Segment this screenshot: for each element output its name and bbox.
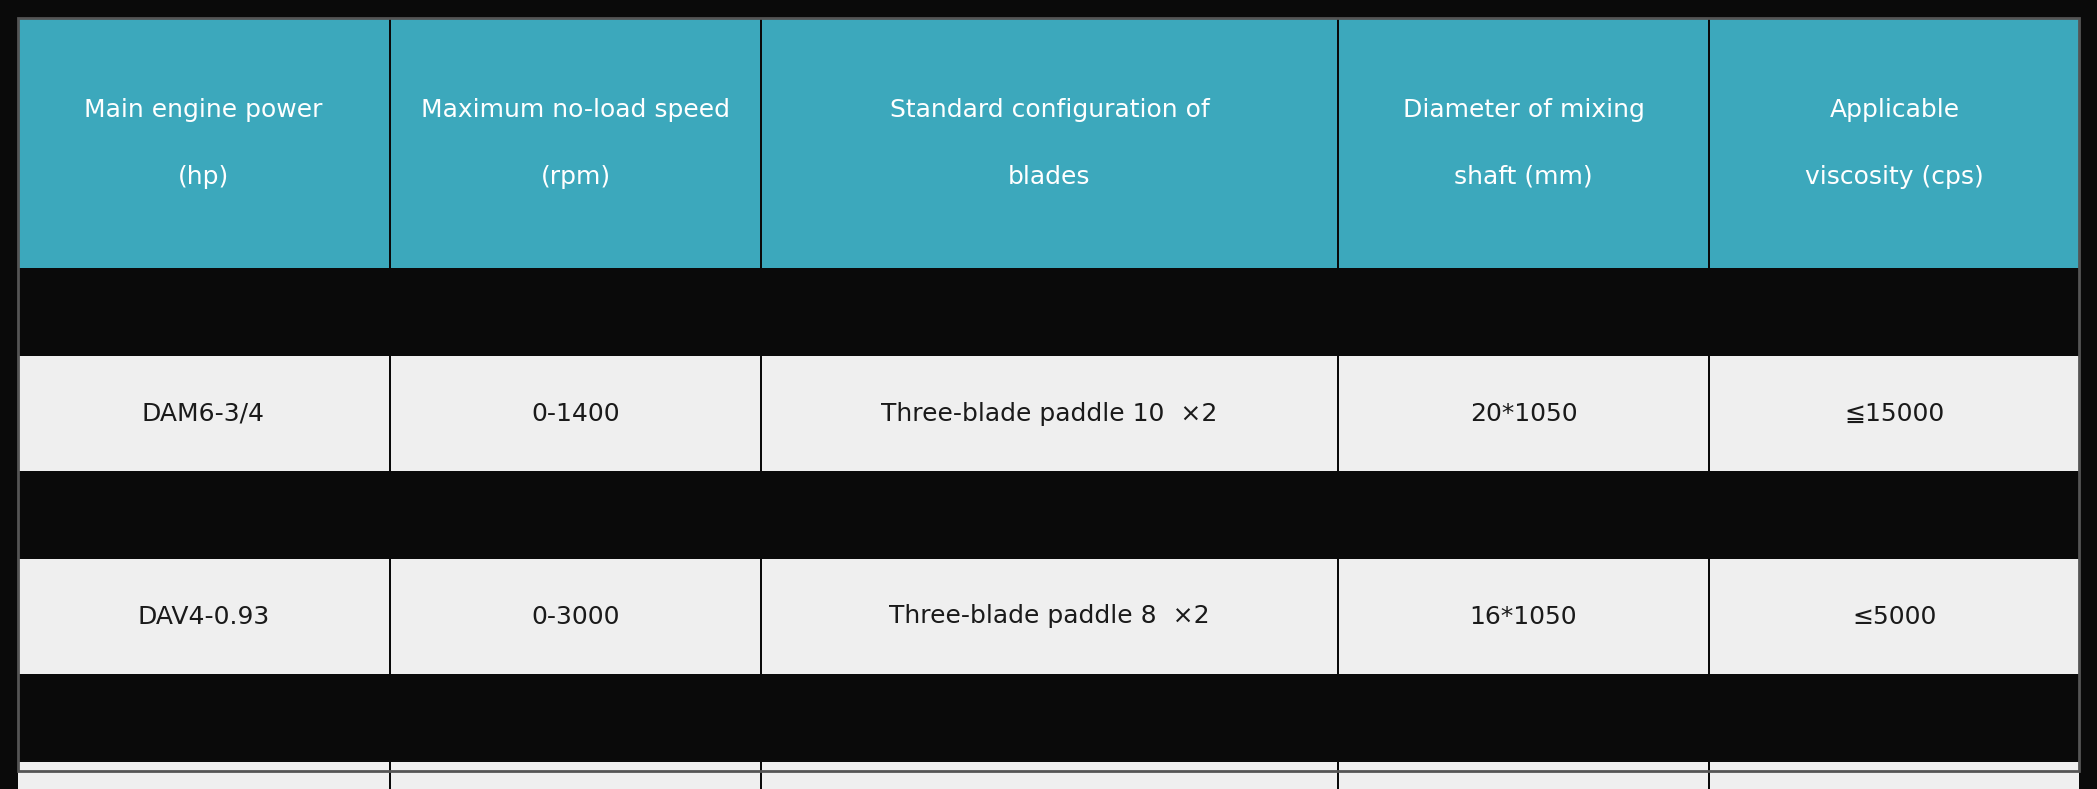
- Bar: [19, 559, 388, 674]
- Bar: [19, 471, 2078, 559]
- Text: Maximum no-load speed

(rpm): Maximum no-load speed (rpm): [421, 98, 730, 189]
- Bar: [19, 762, 388, 789]
- Bar: [19, 674, 2078, 762]
- Bar: [1340, 18, 1709, 268]
- Bar: [19, 18, 388, 268]
- Bar: [1340, 356, 1709, 471]
- Bar: [1709, 762, 2078, 789]
- Text: Main engine power

(hp): Main engine power (hp): [84, 98, 323, 189]
- Text: Applicable

viscosity (cps): Applicable viscosity (cps): [1806, 98, 1984, 189]
- Text: 20*1050: 20*1050: [1470, 402, 1577, 425]
- Bar: [1340, 762, 1709, 789]
- Text: ≤5000: ≤5000: [1852, 604, 1938, 629]
- Text: Standard configuration of

blades: Standard configuration of blades: [889, 98, 1210, 189]
- Text: 0-3000: 0-3000: [531, 604, 621, 629]
- Bar: [19, 356, 388, 471]
- Bar: [761, 18, 1338, 268]
- Text: 16*1050: 16*1050: [1470, 604, 1577, 629]
- Text: ≦15000: ≦15000: [1845, 402, 1944, 425]
- Bar: [761, 559, 1338, 674]
- Bar: [390, 18, 759, 268]
- Bar: [390, 559, 759, 674]
- Bar: [1340, 559, 1709, 674]
- Text: DAM6-3/4: DAM6-3/4: [143, 402, 264, 425]
- Bar: [1709, 559, 2078, 674]
- Bar: [761, 356, 1338, 471]
- Bar: [1709, 18, 2078, 268]
- Bar: [19, 268, 2078, 356]
- Text: 0-1400: 0-1400: [531, 402, 621, 425]
- Text: Three-blade paddle 10  ×2: Three-blade paddle 10 ×2: [881, 402, 1218, 425]
- Text: Three-blade paddle 8  ×2: Three-blade paddle 8 ×2: [889, 604, 1210, 629]
- Bar: [390, 762, 759, 789]
- Bar: [1709, 356, 2078, 471]
- Bar: [761, 762, 1338, 789]
- Text: Diameter of mixing

shaft (mm): Diameter of mixing shaft (mm): [1403, 98, 1644, 189]
- Bar: [390, 356, 759, 471]
- Text: DAV4-0.93: DAV4-0.93: [138, 604, 271, 629]
